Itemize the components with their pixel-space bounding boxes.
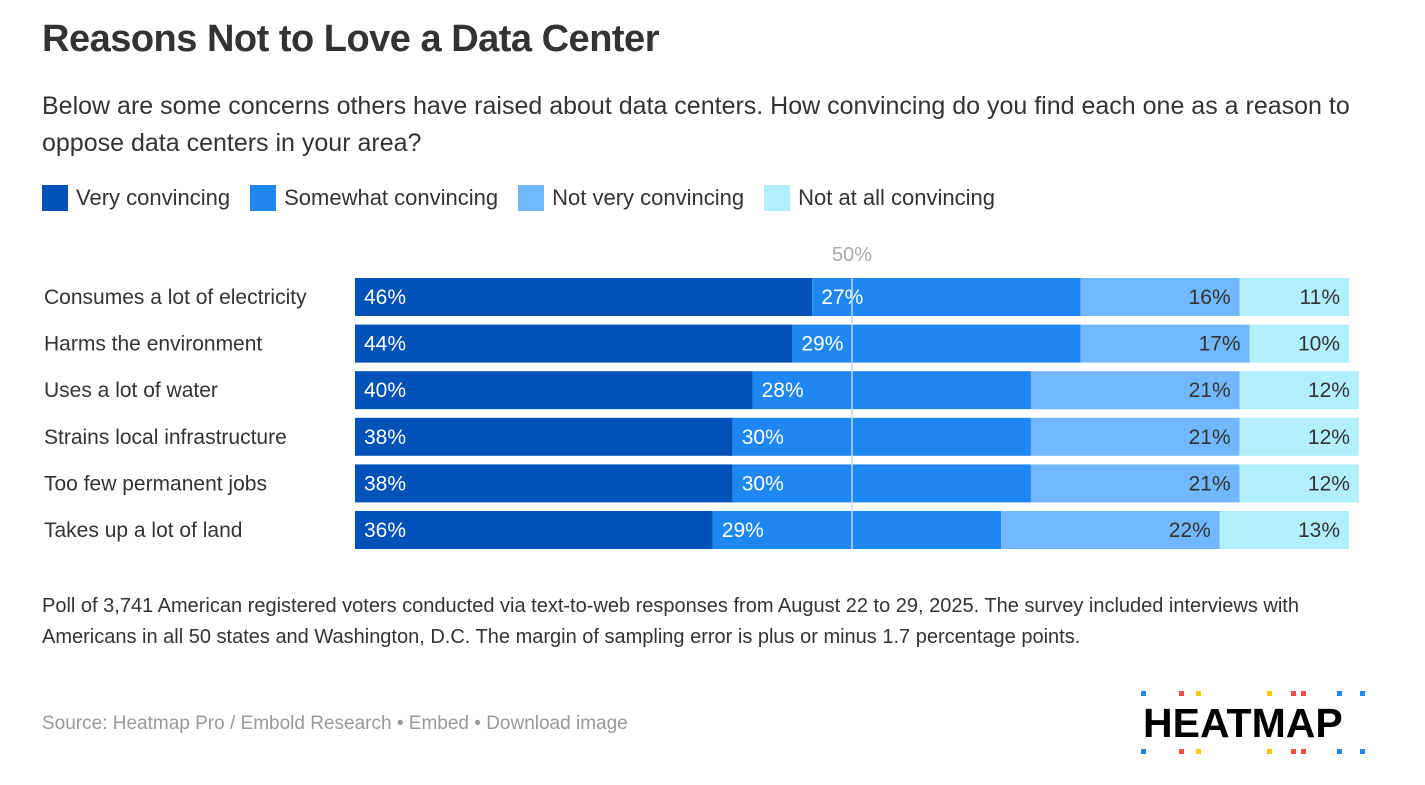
data-label: 38%: [364, 472, 406, 495]
data-label: 12%: [1308, 426, 1350, 449]
logo-dot: [1301, 749, 1306, 754]
bar-segment: [732, 417, 1031, 456]
data-label: 38%: [364, 426, 406, 449]
bar-segment: [812, 278, 1081, 316]
bar-segment: [732, 464, 1031, 503]
legend-swatch: [764, 185, 791, 211]
data-label: 10%: [1298, 333, 1340, 356]
legend-item: Not at all convincing: [764, 185, 995, 211]
bar-segment: [355, 371, 753, 410]
bar-segment: [712, 511, 1002, 549]
download-image-link[interactable]: • Download image: [474, 713, 628, 734]
data-label: 21%: [1189, 379, 1231, 402]
legend-label: Somewhat convincing: [284, 185, 499, 210]
data-label: 12%: [1308, 472, 1350, 495]
source-line: Source: Heatmap Pro / Embold Research • …: [42, 713, 628, 735]
legend-item: Somewhat convincing: [250, 185, 498, 211]
legend-swatch: [250, 185, 277, 211]
data-label: 30%: [742, 472, 784, 495]
logo-dot: [1337, 691, 1342, 696]
logo-dot: [1291, 691, 1296, 696]
logo-dot: [1179, 749, 1184, 754]
bar-segment: [355, 324, 793, 363]
logo-dot: [1267, 691, 1272, 696]
data-label: 16%: [1189, 286, 1231, 309]
category-label: Consumes a lot of electricity: [44, 286, 307, 309]
bar-segment: [355, 278, 813, 316]
data-label: 40%: [364, 379, 406, 402]
logo-dot: [1196, 691, 1201, 696]
stacked-bar-chart: Consumes a lot of electricity 46% 27% 16% 11…: [44, 244, 1359, 549]
bar-segment: [1080, 278, 1240, 316]
bar-segment: [1080, 324, 1250, 363]
data-label: 17%: [1199, 333, 1241, 356]
data-label: 29%: [801, 333, 843, 356]
category-label: Too few permanent jobs: [44, 472, 267, 495]
bar-segment: [1249, 324, 1349, 363]
bar-segment: [355, 464, 733, 503]
data-label: 21%: [1189, 426, 1231, 449]
bar-segment: [1030, 417, 1240, 456]
data-label: 11%: [1300, 286, 1340, 309]
bar-segment: [1239, 417, 1359, 456]
bar-segment: [752, 371, 1031, 410]
data-label: 21%: [1189, 472, 1231, 495]
chart-subtitle: Below are some concerns others have rais…: [42, 92, 1350, 157]
bar-segment: [1219, 511, 1349, 549]
logo-dot: [1141, 691, 1146, 696]
bar-segment: [1030, 371, 1240, 410]
category-label: Harms the environment: [44, 333, 262, 356]
logo-dot: [1301, 691, 1306, 696]
heatmap-logo: HEATMAP: [1138, 690, 1365, 756]
data-label: 44%: [364, 333, 406, 356]
bar-segment: [355, 417, 733, 456]
data-label: 36%: [364, 519, 406, 542]
data-label: 22%: [1169, 519, 1211, 542]
category-label: Strains local infrastructure: [44, 426, 287, 449]
chart-title: Reasons Not to Love a Data Center: [42, 18, 659, 60]
bar-segment: [355, 511, 713, 549]
legend-label: Not very convincing: [552, 185, 745, 210]
reference-line-label: 50%: [832, 244, 872, 266]
logo-dot: [1360, 691, 1365, 696]
category-label: Takes up a lot of land: [44, 519, 242, 542]
bar-segment: [1239, 464, 1359, 503]
data-label: 28%: [762, 379, 804, 402]
bar-segment: [1030, 464, 1240, 503]
legend-swatch: [42, 185, 68, 211]
data-label: 29%: [722, 519, 764, 542]
legend-label: Very convincing: [76, 185, 231, 210]
bar-segment: [792, 324, 1081, 363]
bar-segment: [1001, 511, 1220, 549]
data-label: 27%: [821, 286, 863, 309]
logo-dot: [1291, 749, 1296, 754]
legend-item: Not very convincing: [518, 185, 744, 211]
bar-segment: [1239, 371, 1359, 410]
legend: Very convincing Somewhat convincing Not ve…: [42, 185, 1015, 211]
logo-dot: [1267, 749, 1272, 754]
logo-dot: [1196, 749, 1201, 754]
embed-link[interactable]: • Embed: [396, 713, 469, 734]
logo-dot: [1337, 749, 1342, 754]
data-label: 12%: [1308, 379, 1350, 402]
category-label: Uses a lot of water: [44, 379, 218, 402]
data-label: 13%: [1298, 519, 1340, 542]
logo-dot: [1360, 749, 1365, 754]
legend-label: Not at all convincing: [798, 185, 995, 210]
legend-item: Very convincing: [42, 185, 230, 211]
source-text: Source: Heatmap Pro / Embold Research: [42, 713, 392, 734]
logo-dot: [1141, 749, 1146, 754]
footnote: Poll of 3,741 American registered voters…: [42, 595, 1299, 648]
bar-segment: [1239, 278, 1349, 316]
legend-swatch: [518, 185, 545, 211]
data-label: 46%: [364, 286, 406, 309]
logo-dot: [1179, 691, 1184, 696]
logo-text: HEATMAP: [1143, 700, 1343, 746]
data-label: 30%: [742, 426, 784, 449]
